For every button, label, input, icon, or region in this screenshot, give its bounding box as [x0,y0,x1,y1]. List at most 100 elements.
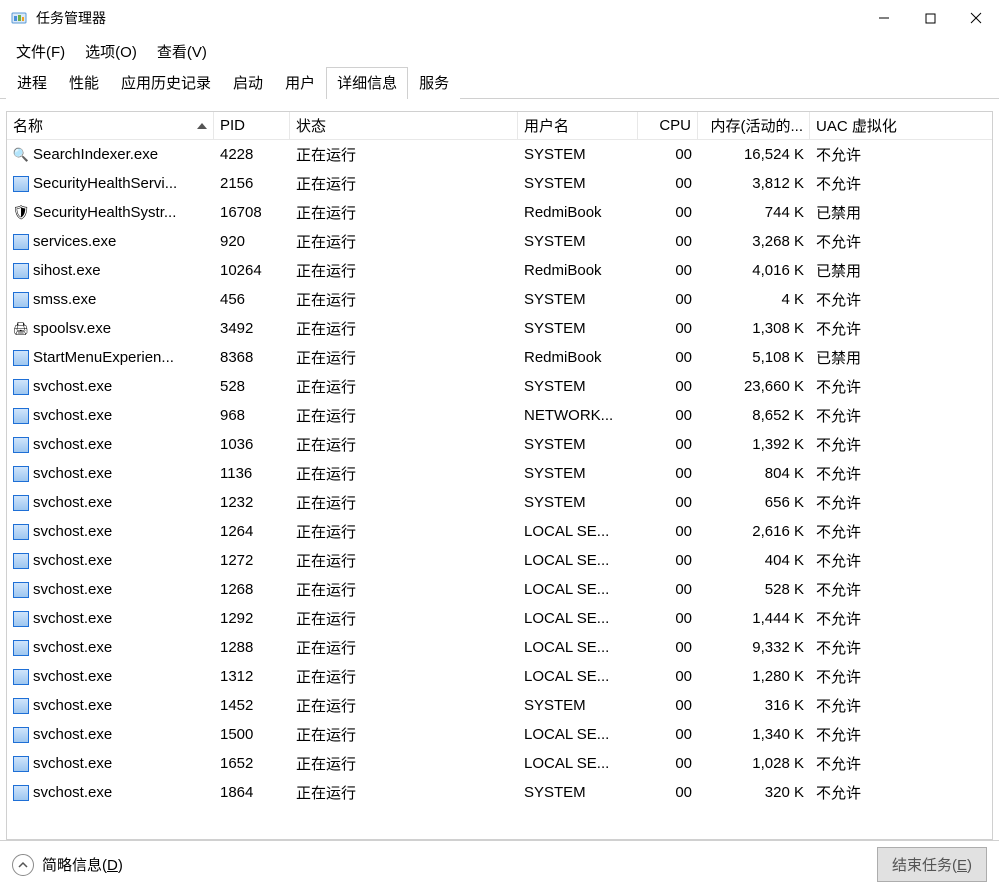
col-pid[interactable]: PID [214,112,290,139]
table-row[interactable]: svchost.exe1268正在运行LOCAL SE...00528 K不允许 [7,575,992,604]
process-name: svchost.exe [33,523,112,540]
cell-uac: 不允许 [810,401,950,430]
cell-memory: 1,392 K [698,430,810,459]
close-button[interactable] [953,2,999,34]
cell-user: NETWORK... [518,401,638,430]
process-name: svchost.exe [33,465,112,482]
col-user[interactable]: 用户名 [518,112,638,139]
tab-users[interactable]: 用户 [274,67,326,99]
table-row[interactable]: SearchIndexer.exe4228正在运行SYSTEM0016,524 … [7,140,992,169]
table-row[interactable]: svchost.exe1272正在运行LOCAL SE...00404 K不允许 [7,546,992,575]
cell-cpu: 00 [638,430,698,459]
tab-services[interactable]: 服务 [408,67,460,99]
table-row[interactable]: sihost.exe10264正在运行RedmiBook004,016 K已禁用 [7,256,992,285]
cell-uac: 不允许 [810,488,950,517]
cell-pid: 528 [214,372,290,401]
menu-view[interactable]: 查看(V) [151,39,213,64]
cell-name: SecurityHealthServi... [7,169,214,198]
process-icon [13,669,29,685]
cell-memory: 1,308 K [698,314,810,343]
tab-performance[interactable]: 性能 [58,67,110,99]
cell-status: 正在运行 [290,662,518,691]
cell-pid: 8368 [214,343,290,372]
col-uac[interactable]: UAC 虚拟化 [810,112,950,139]
col-memory[interactable]: 内存(活动的... [698,112,810,139]
col-status[interactable]: 状态 [290,112,518,139]
cell-status: 正在运行 [290,778,518,807]
cell-memory: 744 K [698,198,810,227]
cell-user: SYSTEM [518,459,638,488]
process-icon [13,466,29,482]
tab-processes[interactable]: 进程 [6,67,58,99]
cell-uac: 不允许 [810,662,950,691]
cell-uac: 已禁用 [810,343,950,372]
table-row[interactable]: SecurityHealthSystr...16708正在运行RedmiBook… [7,198,992,227]
tab-startup[interactable]: 启动 [222,67,274,99]
cell-status: 正在运行 [290,749,518,778]
table-row[interactable]: svchost.exe1232正在运行SYSTEM00656 K不允许 [7,488,992,517]
cell-name: services.exe [7,227,214,256]
cell-uac: 不允许 [810,633,950,662]
table-row[interactable]: SecurityHealthServi...2156正在运行SYSTEM003,… [7,169,992,198]
minimize-button[interactable] [861,2,907,34]
table-row[interactable]: svchost.exe1288正在运行LOCAL SE...009,332 K不… [7,633,992,662]
table-row[interactable]: svchost.exe1864正在运行SYSTEM00320 K不允许 [7,778,992,807]
process-icon [13,756,29,772]
process-icon [13,263,29,279]
cell-pid: 1288 [214,633,290,662]
cell-status: 正在运行 [290,314,518,343]
cell-cpu: 00 [638,372,698,401]
app-icon [10,9,28,27]
cell-user: SYSTEM [518,140,638,169]
end-task-button[interactable]: 结束任务(E) [877,847,987,882]
table-row[interactable]: svchost.exe528正在运行SYSTEM0023,660 K不允许 [7,372,992,401]
process-name: smss.exe [33,291,96,308]
col-name[interactable]: 名称 [7,112,214,139]
table-row[interactable]: smss.exe456正在运行SYSTEM004 K不允许 [7,285,992,314]
process-name: spoolsv.exe [33,320,111,337]
tab-history[interactable]: 应用历史记录 [110,67,222,99]
table-row[interactable]: svchost.exe1652正在运行LOCAL SE...001,028 K不… [7,749,992,778]
cell-pid: 4228 [214,140,290,169]
table-row[interactable]: svchost.exe968正在运行NETWORK...008,652 K不允许 [7,401,992,430]
process-icon [13,495,29,511]
table-row[interactable]: services.exe920正在运行SYSTEM003,268 K不允许 [7,227,992,256]
cell-uac: 已禁用 [810,256,950,285]
process-icon [13,553,29,569]
cell-uac: 不允许 [810,720,950,749]
cell-user: RedmiBook [518,256,638,285]
process-icon [13,437,29,453]
col-cpu[interactable]: CPU [638,112,698,139]
cell-name: svchost.exe [7,488,214,517]
table-row[interactable]: svchost.exe1500正在运行LOCAL SE...001,340 K不… [7,720,992,749]
maximize-button[interactable] [907,2,953,34]
table-row[interactable]: svchost.exe1264正在运行LOCAL SE...002,616 K不… [7,517,992,546]
process-table: 名称 PID 状态 用户名 CPU 内存(活动的... UAC 虚拟化 Sear… [6,111,993,840]
cell-cpu: 00 [638,604,698,633]
table-row[interactable]: svchost.exe1136正在运行SYSTEM00804 K不允许 [7,459,992,488]
cell-uac: 不允许 [810,372,950,401]
table-row[interactable]: StartMenuExperien...8368正在运行RedmiBook005… [7,343,992,372]
cell-name: svchost.exe [7,720,214,749]
cell-name: svchost.exe [7,778,214,807]
cell-name: svchost.exe [7,633,214,662]
cell-cpu: 00 [638,662,698,691]
cell-memory: 8,652 K [698,401,810,430]
table-body[interactable]: SearchIndexer.exe4228正在运行SYSTEM0016,524 … [7,140,992,839]
cell-cpu: 00 [638,488,698,517]
cell-status: 正在运行 [290,169,518,198]
menu-options[interactable]: 选项(O) [79,39,143,64]
cell-uac: 不允许 [810,169,950,198]
table-row[interactable]: spoolsv.exe3492正在运行SYSTEM001,308 K不允许 [7,314,992,343]
tab-details[interactable]: 详细信息 [326,67,408,99]
table-row[interactable]: svchost.exe1036正在运行SYSTEM001,392 K不允许 [7,430,992,459]
cell-uac: 不允许 [810,778,950,807]
table-row[interactable]: svchost.exe1292正在运行LOCAL SE...001,444 K不… [7,604,992,633]
process-name: services.exe [33,233,116,250]
table-row[interactable]: svchost.exe1452正在运行SYSTEM00316 K不允许 [7,691,992,720]
fewer-details-button[interactable]: 简略信息(D) [12,854,123,876]
table-row[interactable]: svchost.exe1312正在运行LOCAL SE...001,280 K不… [7,662,992,691]
cell-status: 正在运行 [290,633,518,662]
menu-file[interactable]: 文件(F) [10,39,71,64]
process-name: svchost.exe [33,407,112,424]
